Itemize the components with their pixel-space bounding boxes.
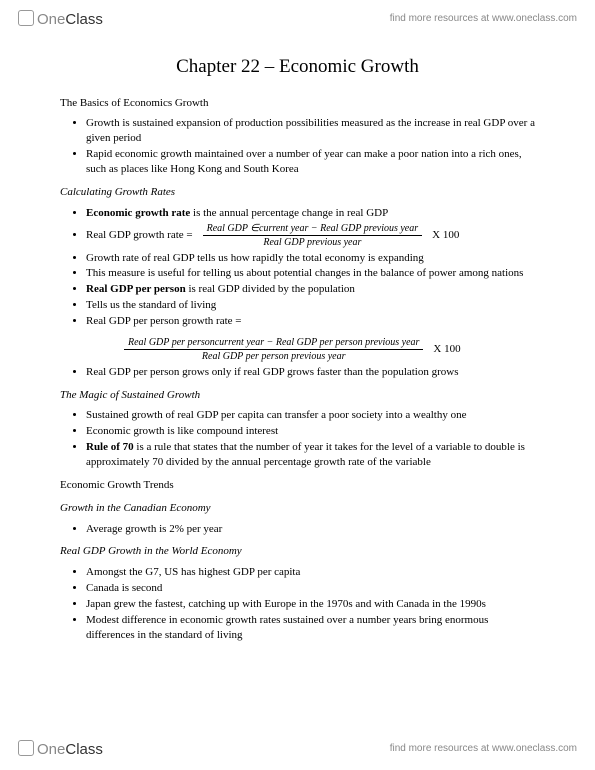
brand-one: One [37, 10, 65, 30]
formula-numerator: Real GDP ∈current year − Real GDP previo… [203, 223, 423, 237]
brand-one: One [37, 740, 65, 760]
world-list: Amongst the G7, US has highest GDP per c… [60, 565, 535, 642]
list-item: Sustained growth of real GDP per capita … [86, 408, 535, 423]
basics-list: Growth is sustained expansion of product… [60, 116, 535, 176]
list-item: Canada is second [86, 581, 535, 596]
formula-fraction: Real GDP ∈current year − Real GDP previo… [203, 223, 423, 249]
page-footer: One Class find more resources at www.one… [0, 730, 595, 766]
list-item: Real GDP per person growth rate = [86, 314, 535, 329]
text: is the annual percentage change in real … [190, 207, 388, 219]
canadian-list: Average growth is 2% per year [60, 522, 535, 537]
brand-class: Class [65, 740, 103, 760]
brand-class: Class [65, 10, 103, 30]
list-item: Real GDP per person grows only if real G… [86, 365, 535, 380]
calc-list: Economic growth rate is the annual perce… [60, 206, 535, 329]
footer-tagline: find more resources at www.oneclass.com [390, 742, 577, 756]
magic-list: Sustained growth of real GDP per capita … [60, 408, 535, 469]
section-world-heading: Real GDP Growth in the World Economy [60, 544, 535, 559]
list-item: Growth rate of real GDP tells us how rap… [86, 251, 535, 266]
formula-row-2: Real GDP per personcurrent year − Real G… [60, 337, 535, 363]
list-item: Japan grew the fastest, catching up with… [86, 597, 535, 612]
list-item: Rule of 70 is a rule that states that th… [86, 440, 535, 470]
list-item: Economic growth is like compound interes… [86, 424, 535, 439]
bold-term: Rule of 70 [86, 441, 134, 453]
formula-x100: X 100 [432, 228, 459, 243]
formula-numerator: Real GDP per personcurrent year − Real G… [124, 337, 423, 351]
chapter-title: Chapter 22 – Economic Growth [60, 54, 535, 80]
page-header: One Class find more resources at www.one… [0, 0, 595, 36]
brand-logo-footer: One Class [18, 738, 103, 760]
formula-denominator: Real GDP per person previous year [198, 350, 350, 363]
brand-logo: One Class [18, 8, 103, 30]
list-item: Economic growth rate is the annual perce… [86, 206, 535, 221]
list-item: Real GDP growth rate = Real GDP ∈current… [86, 223, 535, 249]
text: is real GDP divided by the population [186, 283, 355, 295]
list-item: Real GDP per person is real GDP divided … [86, 282, 535, 297]
section-basics-heading: The Basics of Economics Growth [60, 96, 535, 111]
list-item: Tells us the standard of living [86, 298, 535, 313]
list-item: This measure is useful for telling us ab… [86, 266, 535, 281]
section-canadian-heading: Growth in the Canadian Economy [60, 501, 535, 516]
list-item: Modest difference in economic growth rat… [86, 613, 535, 643]
logo-icon [18, 740, 34, 756]
list-item: Average growth is 2% per year [86, 522, 535, 537]
formula-fraction: Real GDP per personcurrent year − Real G… [124, 337, 423, 363]
list-item: Growth is sustained expansion of product… [86, 116, 535, 146]
header-tagline: find more resources at www.oneclass.com [390, 12, 577, 26]
document-body: Chapter 22 – Economic Growth The Basics … [0, 36, 595, 642]
logo-icon [18, 10, 34, 26]
calc-list-cont: Real GDP per person grows only if real G… [60, 365, 535, 380]
section-trends-heading: Economic Growth Trends [60, 478, 535, 493]
list-item: Rapid economic growth maintained over a … [86, 147, 535, 177]
formula-prefix: Real GDP growth rate = [86, 228, 193, 243]
formula-x100: X 100 [433, 342, 460, 357]
bold-term: Real GDP per person [86, 283, 186, 295]
text: is a rule that states that the number of… [86, 441, 525, 468]
list-item: Amongst the G7, US has highest GDP per c… [86, 565, 535, 580]
formula-denominator: Real GDP previous year [259, 236, 365, 249]
bold-term: Economic growth rate [86, 207, 190, 219]
section-calc-heading: Calculating Growth Rates [60, 185, 535, 200]
section-magic-heading: The Magic of Sustained Growth [60, 388, 535, 403]
